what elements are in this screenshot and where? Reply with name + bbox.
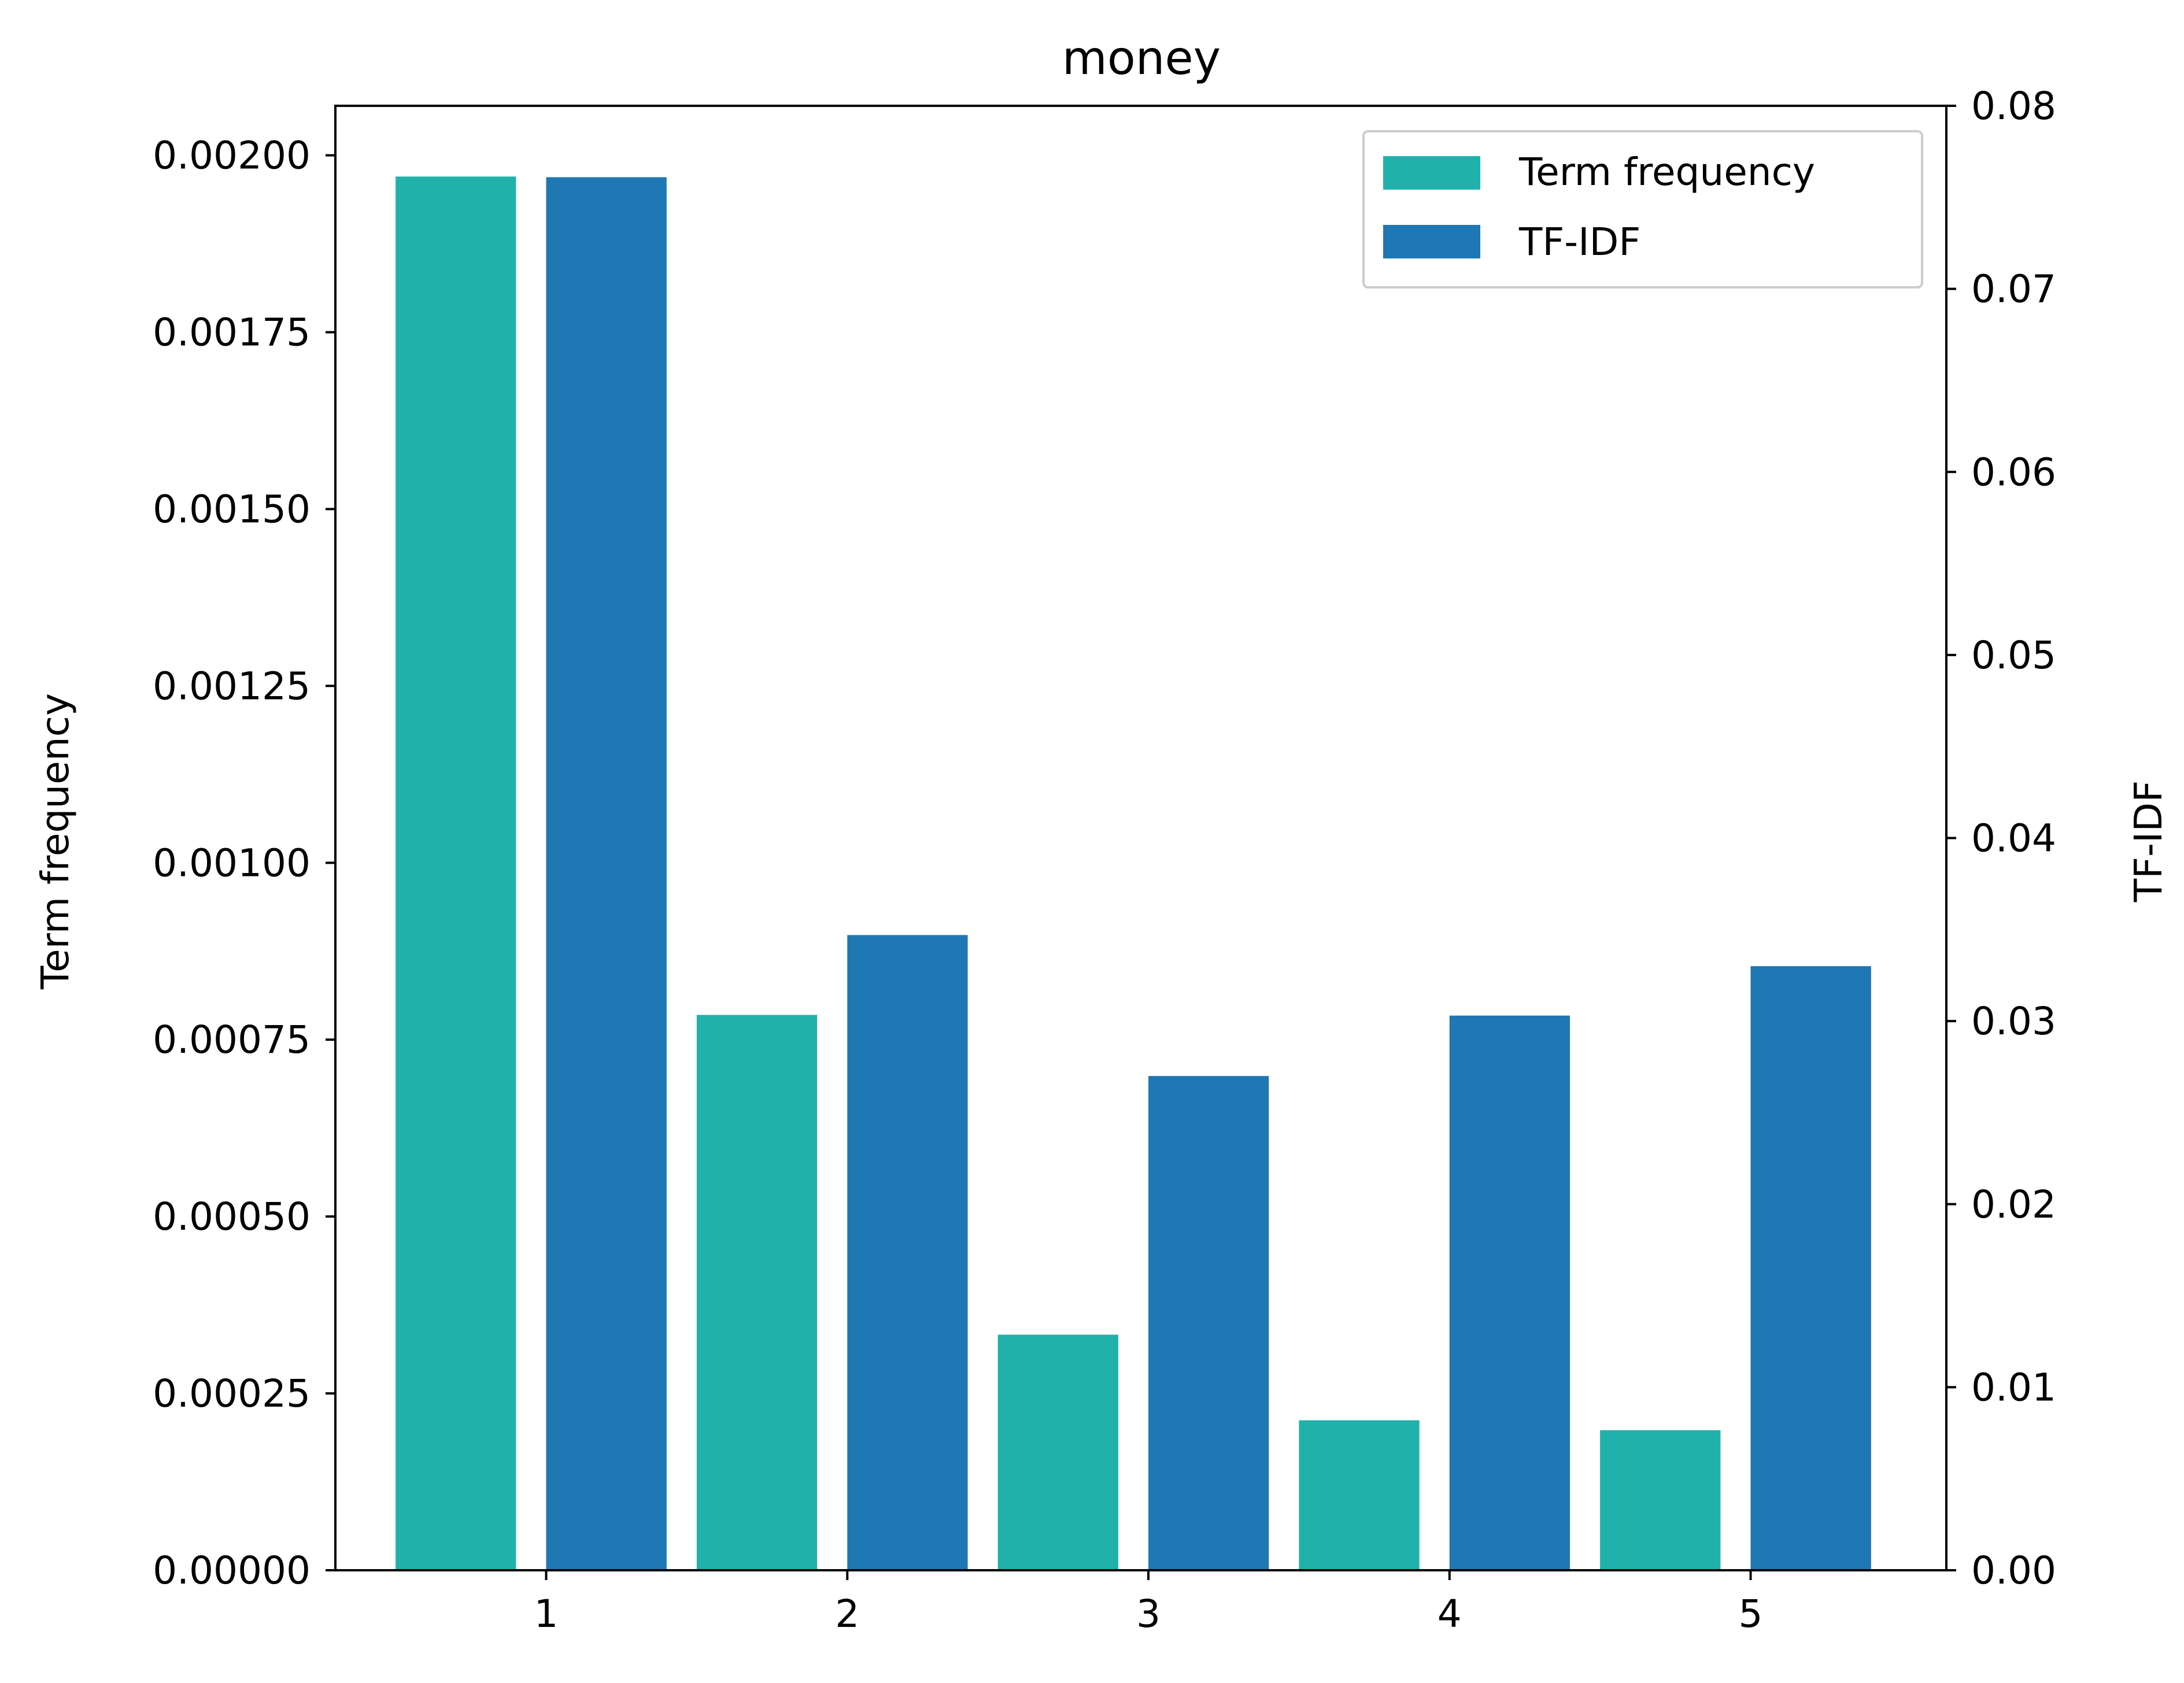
y-right-tick-label: 0.08 [1971,84,2056,128]
y-left-tick-label: 0.00150 [153,487,311,531]
bar-tf-idf-4 [1449,1015,1570,1570]
y-right-tick-label: 0.02 [1971,1182,2056,1227]
bar-term-frequency-5 [1600,1430,1721,1570]
y-left-tick-label: 0.00100 [153,841,311,885]
y-left-tick-label: 0.00175 [153,310,311,355]
y-left-tick-label: 0.00125 [153,664,311,708]
y-right-tick-label: 0.04 [1971,816,2056,861]
bar-term-frequency-2 [696,1015,818,1570]
y-right-tick-label: 0.05 [1971,633,2056,678]
legend-label-tf-idf: TF-IDF [1518,220,1640,264]
y-left-tick-label: 0.00000 [153,1548,311,1593]
x-tick-label: 4 [1437,1592,1462,1636]
y-left-tick-label: 0.00025 [153,1371,311,1416]
x-tick-label: 1 [534,1592,559,1636]
bar-tf-idf-3 [1148,1076,1269,1570]
bar-tf-idf-1 [546,177,667,1570]
y-right-tick-label: 0.01 [1971,1365,2056,1410]
y-right-tick-label: 0.07 [1971,267,2056,312]
y-right-tick-label: 0.00 [1971,1548,2056,1593]
x-tick-label: 3 [1136,1592,1161,1636]
legend-label-term-frequency: Term frequency [1518,150,1815,194]
bar-term-frequency-4 [1299,1420,1420,1570]
legend: Term frequency TF-IDF [1362,130,1923,288]
y-left-tick-label: 0.00050 [153,1194,311,1239]
chart-title: money [1062,31,1221,85]
x-tick-label: 2 [835,1592,859,1636]
y-left-tick-label: 0.00075 [153,1018,311,1062]
legend-swatch-term-frequency [1383,156,1480,190]
bars-layer [396,176,1871,1570]
bar-tf-idf-2 [847,935,968,1570]
bar-term-frequency-1 [396,176,516,1570]
y-axis-right-label: TF-IDF [2126,781,2171,902]
legend-box [1362,130,1923,288]
y-left-tick-label: 0.00200 [153,134,311,178]
legend-swatch-tf-idf [1383,225,1480,258]
x-tick-label: 5 [1739,1592,1763,1636]
y-axis-left-label: Term frequency [33,693,77,990]
bar-term-frequency-3 [997,1334,1118,1570]
y-right-tick-label: 0.06 [1971,450,2056,494]
bar-tf-idf-5 [1750,966,1871,1570]
y-right-tick-label: 0.03 [1971,999,2056,1044]
axes-layer: 1 2 3 4 5 0.00000 0.00025 0.00050 0.00075 0.00100… [153,84,2056,1636]
